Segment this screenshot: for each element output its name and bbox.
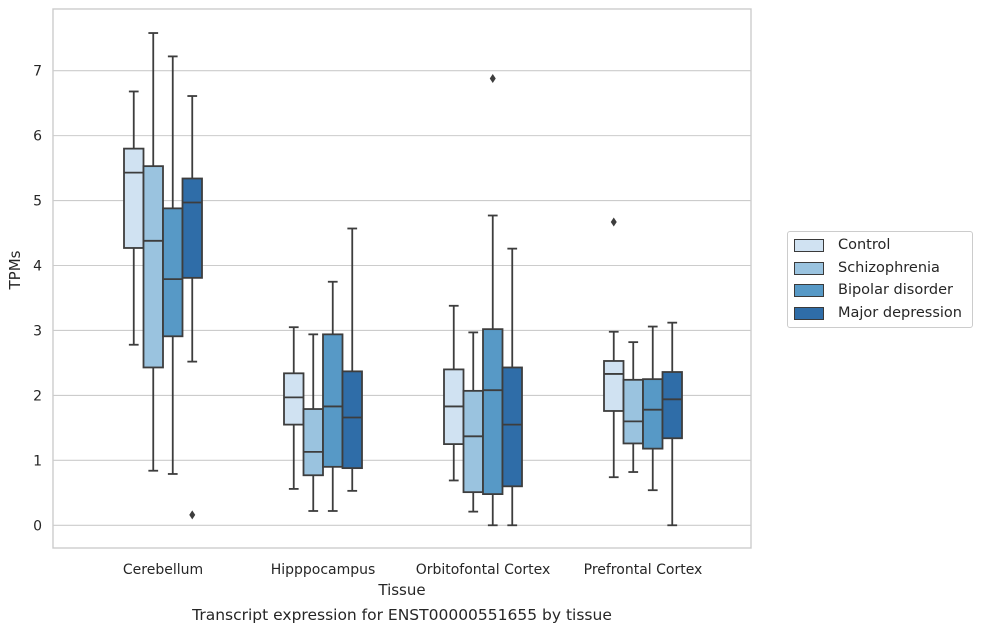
outlier-point xyxy=(610,217,617,227)
legend-item-schizophrenia: Schizophrenia xyxy=(794,258,940,278)
x-tick-label-cerebellum: Cerebellum xyxy=(123,562,203,578)
y-tick-label: 6 xyxy=(33,129,42,145)
box-body xyxy=(283,372,305,426)
legend-label-schizophrenia: Schizophrenia xyxy=(838,260,940,276)
y-tick-label: 1 xyxy=(33,453,42,469)
box-control-cerebellum xyxy=(123,90,145,346)
legend-label-major-depression: Major depression xyxy=(838,305,962,321)
box-major-depression-orbitofontal-cortex xyxy=(501,247,523,527)
legend-label-bipolar-disorder: Bipolar disorder xyxy=(838,282,953,298)
box-schizophrenia-orbitofontal-cortex xyxy=(462,331,484,513)
tick-labels: 0 1 2 3 4 5 6 7 Cerebellum Hipppocampus Orbitofont… xyxy=(33,64,702,578)
legend-swatch-schizophrenia xyxy=(794,261,824,275)
x-tick-label-orbitofontal-cortex: Orbitofontal Cortex xyxy=(416,562,551,578)
box-bipolar-disorder-cerebellum xyxy=(162,55,184,475)
chart-caption: Transcript expression for ENST0000055165… xyxy=(192,606,612,624)
box-schizophrenia-prefrontal-cortex xyxy=(622,341,644,473)
legend-item-control: Control xyxy=(794,235,890,255)
legend-label-control: Control xyxy=(838,237,891,253)
legend-swatch-major-depression xyxy=(794,306,824,320)
y-tick-label: 2 xyxy=(33,388,42,404)
box-body xyxy=(302,408,324,477)
x-axis-label: Tissue xyxy=(377,581,425,599)
box-body xyxy=(462,389,484,494)
x-tick-label-hipppocampus: Hipppocampus xyxy=(271,562,376,578)
box-body xyxy=(642,378,664,450)
box-body xyxy=(142,165,164,369)
box-schizophrenia-cerebellum xyxy=(142,32,164,472)
y-tick-label: 5 xyxy=(33,194,42,210)
box-body xyxy=(123,147,145,249)
y-tick-label: 0 xyxy=(33,518,42,534)
box-schizophrenia-hipppocampus xyxy=(302,333,324,512)
box-major-depression-prefrontal-cortex xyxy=(661,321,683,527)
box-body xyxy=(181,177,203,279)
box-body xyxy=(162,207,184,338)
plot-frame xyxy=(52,8,752,549)
y-tick-label: 3 xyxy=(33,323,42,339)
y-tick-label: 7 xyxy=(33,64,42,80)
box-bipolar-disorder-hipppocampus xyxy=(322,280,344,512)
box-major-depression-hipppocampus xyxy=(341,227,363,492)
legend-item-major-depression: Major depression xyxy=(794,303,962,323)
box-body xyxy=(661,371,683,440)
legend: Control Schizophrenia Bipolar disorder M… xyxy=(787,231,973,328)
y-axis-label: TPMs xyxy=(6,250,24,290)
box-body xyxy=(501,366,523,488)
box-control-hipppocampus xyxy=(283,326,305,490)
box-control-orbitofontal-cortex xyxy=(443,304,465,482)
box-layer xyxy=(123,32,683,527)
legend-swatch-bipolar-disorder xyxy=(794,283,824,297)
box-bipolar-disorder-prefrontal-cortex xyxy=(642,325,664,492)
x-tick-label-prefrontal-cortex: Prefrontal Cortex xyxy=(584,562,703,578)
box-body xyxy=(482,328,504,496)
box-body xyxy=(622,378,644,445)
outlier-point xyxy=(189,510,196,520)
box-body xyxy=(341,370,363,470)
box-bipolar-disorder-orbitofontal-cortex xyxy=(482,73,504,527)
box-major-depression-cerebellum xyxy=(181,95,203,520)
box-body xyxy=(322,333,344,468)
box-control-prefrontal-cortex xyxy=(603,217,625,479)
legend-item-bipolar-disorder: Bipolar disorder xyxy=(794,280,953,300)
legend-swatch-control xyxy=(794,238,824,252)
box-body xyxy=(603,360,625,412)
y-tick-label: 4 xyxy=(33,259,42,275)
outlier-point xyxy=(489,73,496,83)
